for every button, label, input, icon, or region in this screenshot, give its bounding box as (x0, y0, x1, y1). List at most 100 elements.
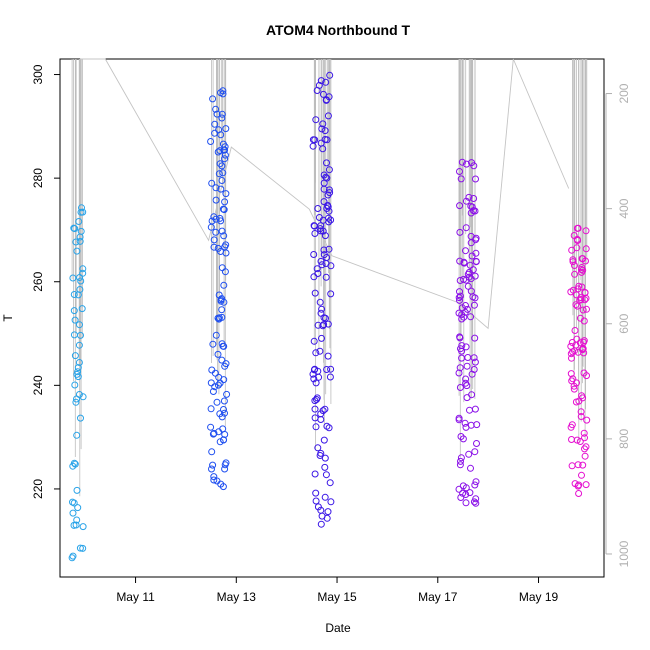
y-axis-label: T (1, 314, 15, 322)
data-point (217, 248, 224, 255)
data-point (582, 443, 590, 451)
data-point (309, 136, 317, 144)
data-point (221, 409, 228, 417)
data-point (456, 288, 463, 296)
data-point (320, 246, 328, 254)
data-point (219, 169, 227, 177)
data-point (457, 457, 464, 465)
data-point (319, 216, 327, 224)
data-point (218, 110, 226, 118)
data-point (79, 208, 87, 216)
data-point (70, 331, 78, 339)
data-point (70, 307, 78, 315)
data-point (463, 382, 471, 390)
plot-area (59, 58, 605, 578)
data-point (462, 197, 470, 205)
y-tick-label: 220 (31, 479, 45, 499)
data-point (456, 461, 464, 469)
data-point (471, 207, 479, 215)
data-point (68, 554, 76, 562)
data-point (319, 90, 327, 98)
data-point (582, 294, 590, 302)
data-point (317, 449, 325, 457)
data-point (312, 349, 320, 357)
data-point (77, 277, 85, 285)
data-point (583, 372, 590, 380)
data-point (208, 179, 216, 187)
data-point (457, 433, 465, 440)
data-point (462, 343, 470, 351)
data-point (577, 408, 585, 416)
data-point (581, 434, 588, 442)
data-point (572, 301, 580, 309)
data-point (578, 392, 586, 400)
data-point (327, 498, 335, 506)
data-point (327, 216, 335, 224)
data-point (210, 429, 218, 437)
data-point (466, 406, 473, 414)
y-tick-label: 280 (31, 168, 45, 188)
data-point (309, 370, 317, 378)
data-point (74, 368, 82, 376)
data-point (579, 266, 587, 274)
data-point (217, 131, 225, 139)
data-point (582, 227, 590, 235)
data-point (569, 375, 577, 383)
data-point (221, 198, 229, 206)
data-point (326, 71, 334, 79)
data-point (71, 352, 79, 360)
data-point (458, 158, 466, 166)
data-point (472, 478, 480, 486)
data-point (79, 265, 87, 273)
data-point (321, 405, 329, 413)
data-point (579, 345, 587, 353)
x-tick-label: May 13 (217, 590, 257, 604)
data-point (457, 454, 465, 462)
data-point (317, 410, 325, 418)
data-point (322, 314, 329, 322)
data-point (461, 419, 469, 427)
data-point (217, 297, 225, 305)
data-point (457, 494, 465, 501)
data-point (73, 247, 81, 255)
data-point (322, 96, 330, 104)
data-point (75, 341, 83, 349)
data-point (214, 314, 222, 322)
data-point (576, 314, 584, 322)
data-point (568, 246, 576, 254)
data-point (457, 175, 465, 183)
data-point (71, 225, 79, 233)
data-point (207, 379, 215, 387)
data-point (318, 125, 326, 133)
data-point (221, 465, 229, 473)
data-point (69, 509, 77, 517)
data-point (323, 366, 331, 373)
data-point (460, 259, 468, 267)
data-point (322, 173, 330, 181)
data-point (572, 291, 580, 299)
data-point (75, 359, 83, 366)
data-point (573, 235, 581, 243)
data-point (222, 241, 230, 249)
data-point (568, 436, 575, 443)
data-point (579, 461, 587, 469)
data-point (325, 186, 333, 194)
data-point (215, 428, 223, 436)
data-point (312, 489, 320, 497)
data-point (309, 142, 317, 150)
data-point (573, 379, 580, 387)
data-point (220, 232, 228, 240)
data-point (327, 262, 335, 270)
data-point (311, 289, 319, 297)
data-point (79, 269, 87, 277)
data-point (579, 255, 587, 263)
data-point (316, 347, 324, 355)
data-point (212, 196, 220, 204)
data-point (470, 195, 478, 202)
data-point (574, 348, 582, 356)
data-point (72, 521, 80, 529)
data-point (321, 136, 329, 143)
data-point (326, 373, 334, 381)
data-point (210, 476, 218, 484)
data-point (209, 340, 217, 348)
